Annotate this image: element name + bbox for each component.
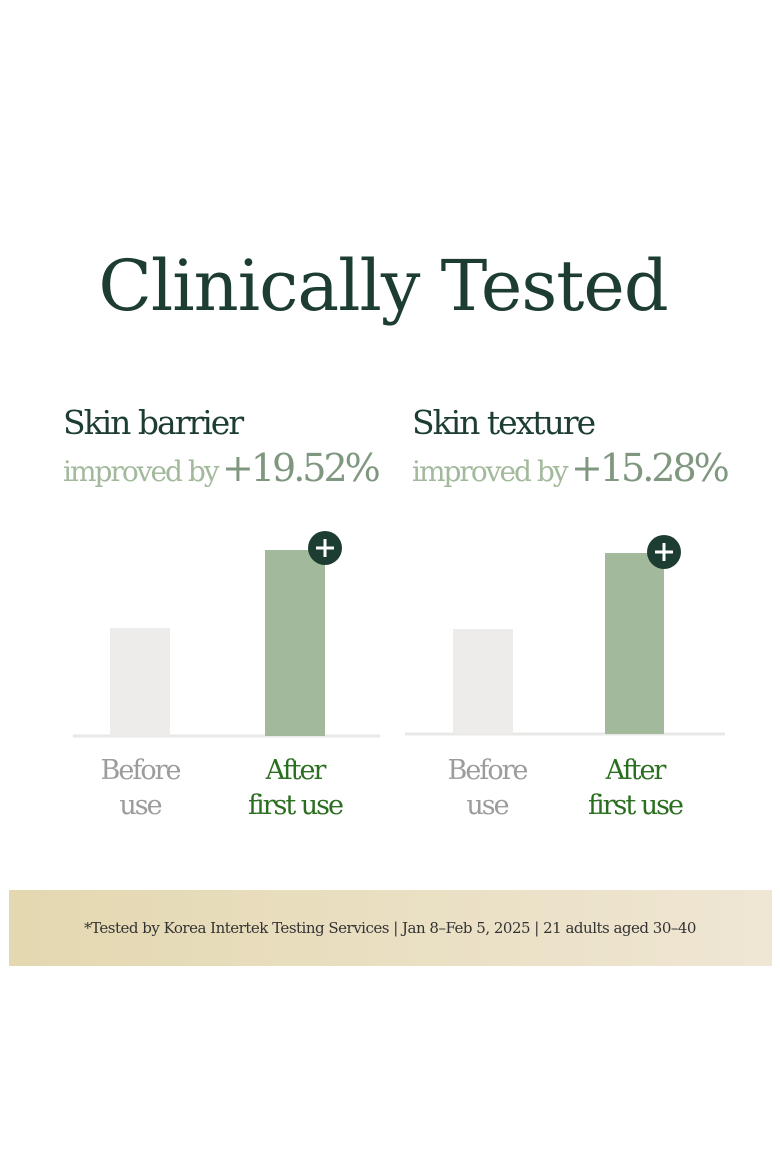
panel-title: Skin texture <box>412 403 595 442</box>
bar-label: first use <box>248 790 343 821</box>
footnote-band <box>9 890 772 966</box>
panel-value: +19.52% <box>222 446 380 490</box>
panel-value: +15.28% <box>571 446 729 490</box>
bar-label: After <box>265 755 327 786</box>
plus-icon <box>655 543 673 561</box>
bar-before <box>110 628 170 736</box>
panel-subtitle: improved by <box>63 455 220 488</box>
bar-before <box>453 629 513 734</box>
panel: Skin texture improved by +15.28% Before … <box>405 403 732 821</box>
bar-after <box>265 550 325 736</box>
title: Clinically Tested <box>98 245 667 327</box>
bar-label: After <box>605 755 667 786</box>
panel: Skin barrier improved by +19.52% Before … <box>63 403 383 821</box>
bar-label: Before <box>101 755 181 786</box>
bar-label: first use <box>588 790 683 821</box>
bar-label: use <box>119 790 161 821</box>
panel-title: Skin barrier <box>63 403 244 442</box>
bar-label: use <box>466 790 508 821</box>
bar-after <box>605 553 664 734</box>
plus-icon <box>316 539 334 557</box>
footnote: *Tested by Korea Intertek Testing Servic… <box>84 919 696 937</box>
panel-subtitle: improved by <box>412 455 569 488</box>
bar-label: Before <box>448 755 528 786</box>
